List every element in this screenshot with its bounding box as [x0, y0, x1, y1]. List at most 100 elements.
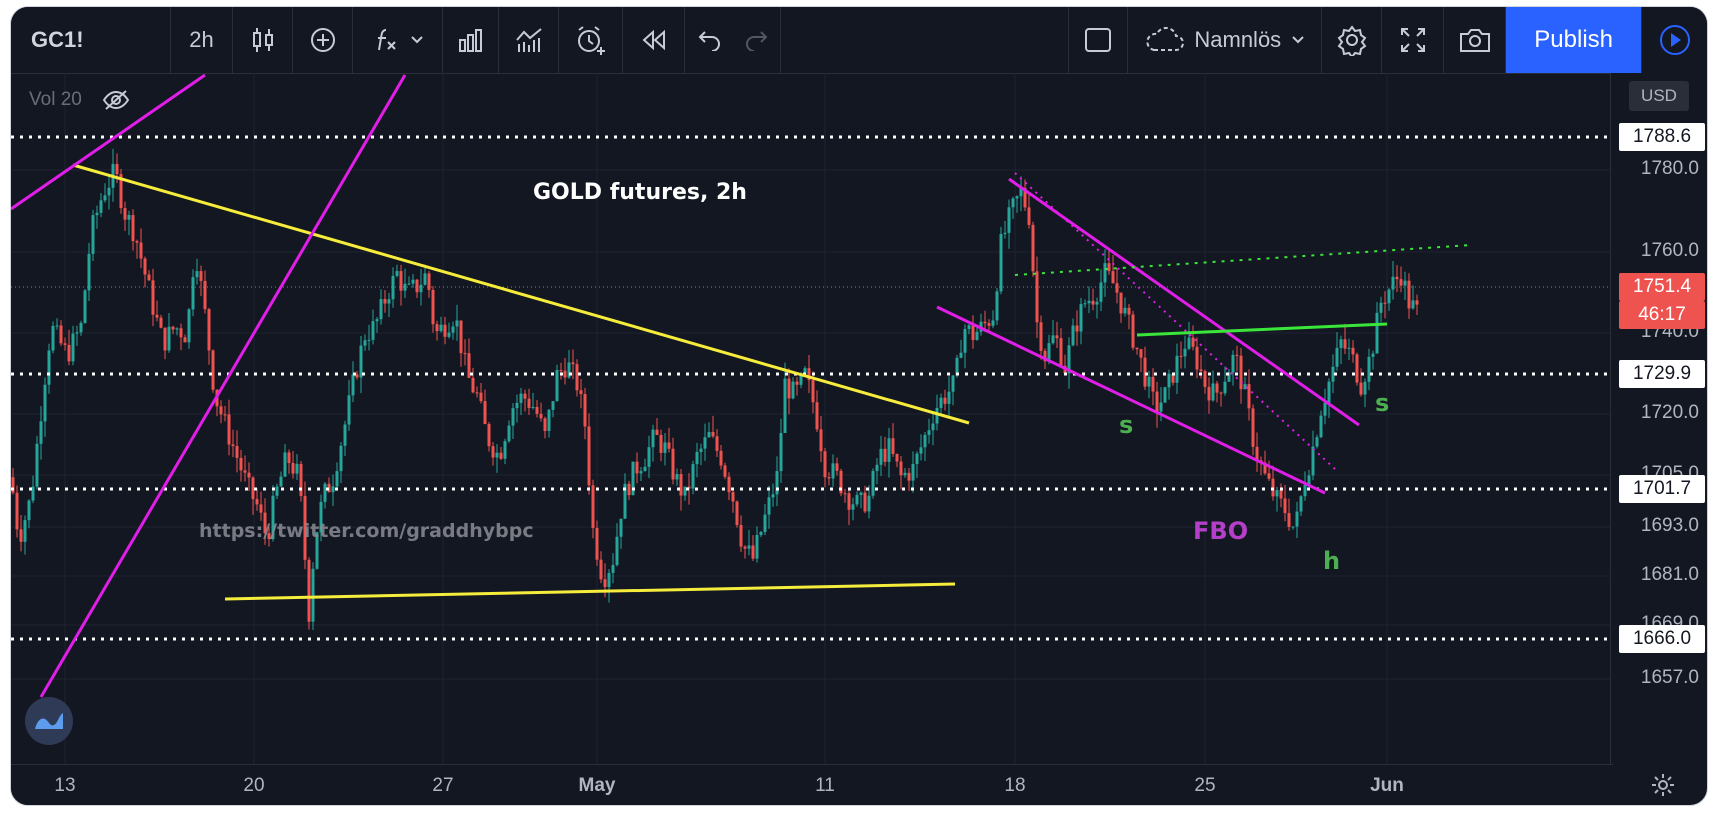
time-tick-label: 27 [432, 775, 454, 796]
price-axis[interactable]: 1780.0 1760.0 1740.0 1720.0 1705.0 1693.0 1681… [1610, 73, 1707, 767]
symbol-search-button[interactable]: GC1! [11, 7, 171, 73]
compare-button[interactable] [293, 7, 353, 73]
candle-body [671, 448, 675, 480]
candle-body [631, 461, 635, 496]
candle-body [907, 472, 911, 481]
interval-button[interactable]: 2h [171, 7, 233, 73]
publish-button[interactable]: Publish [1506, 7, 1641, 73]
redo-icon[interactable] [743, 29, 769, 51]
candle-body [1407, 280, 1411, 309]
candle-body [967, 325, 971, 330]
candle-body [103, 195, 107, 201]
candle-body [923, 434, 927, 448]
play-button[interactable] [1641, 7, 1707, 73]
candle-body [1079, 304, 1083, 332]
candle-body [603, 579, 607, 588]
candle-body [1091, 300, 1095, 305]
snapshot-button[interactable] [1444, 7, 1507, 73]
candle-body [747, 545, 751, 549]
time-axis[interactable]: 13 20 27 May 11 18 25 Jun [11, 764, 1613, 805]
candle-body [411, 279, 415, 284]
replay-button[interactable] [623, 7, 685, 73]
candle-body [371, 321, 375, 340]
interval-label: 2h [189, 27, 214, 52]
candle-body [931, 423, 935, 431]
candle-body [287, 452, 291, 464]
candle-body [159, 317, 163, 328]
price-tag: 1729.9 [1619, 360, 1705, 388]
candle-body [1047, 343, 1051, 362]
candle-body [823, 451, 827, 478]
candle-body [279, 476, 283, 487]
candle-body [1339, 339, 1343, 348]
chart-type-button[interactable] [233, 7, 293, 73]
price-chart-canvas[interactable]: GOLD futures, 2h https://twitter.com/gra… [11, 73, 1708, 806]
candle-body [1255, 446, 1259, 461]
candle-body [871, 471, 875, 496]
candle-body [115, 163, 119, 175]
candle-body [543, 418, 547, 431]
candle-body [1343, 339, 1347, 349]
candle-body [1087, 300, 1091, 304]
candle-body [947, 391, 951, 404]
candle-body [655, 429, 659, 435]
indicators-button[interactable] [353, 7, 443, 73]
undo-icon[interactable] [697, 29, 723, 51]
candle-body [751, 545, 755, 559]
candle-body [551, 401, 555, 410]
square-icon [1085, 28, 1112, 52]
settings-icon[interactable] [1651, 773, 1675, 797]
price-tag: 1788.6 [1619, 123, 1705, 151]
candle-body [587, 426, 591, 486]
candle-body [963, 329, 967, 353]
eye-off-icon[interactable] [102, 89, 130, 111]
candle-body [1363, 381, 1367, 395]
candle-body [1399, 279, 1403, 286]
magenta-dotted-channel [1014, 172, 1336, 470]
candle-body [1375, 312, 1379, 354]
camera-icon [1459, 29, 1490, 52]
candle-body [1003, 232, 1007, 235]
candle-body [243, 470, 247, 473]
select-layout-button[interactable] [1068, 7, 1129, 73]
fullscreen-button[interactable] [1382, 7, 1445, 73]
candle-body [699, 448, 703, 452]
candle-body [207, 309, 211, 351]
candle-body [443, 324, 447, 337]
candle-body [1111, 271, 1115, 284]
annotation-h: h [1323, 547, 1340, 575]
financials-button[interactable] [443, 7, 499, 73]
candle-body [1231, 354, 1235, 373]
tradingview-logo[interactable] [25, 697, 73, 745]
candle-body [179, 328, 183, 338]
layout-name-button[interactable]: Namnlös [1128, 7, 1323, 73]
candle-body [1035, 271, 1039, 323]
candlestick-series [11, 148, 1419, 630]
candle-body [1303, 485, 1307, 497]
candle-body [607, 572, 611, 588]
candle-body [143, 258, 147, 275]
candle-body [807, 368, 811, 381]
candle-body [1103, 263, 1107, 283]
candle-body [471, 377, 475, 393]
time-tick-label: May [578, 775, 616, 796]
candle-body [1127, 307, 1131, 315]
templates-button[interactable] [499, 7, 559, 73]
candle-body [1403, 280, 1407, 286]
play-icon [1659, 25, 1690, 55]
alert-button[interactable] [559, 7, 623, 73]
currency-badge[interactable]: USD [1629, 81, 1689, 111]
candle-body [235, 446, 239, 458]
candle-body [815, 402, 819, 430]
chevron-down-icon [410, 36, 423, 44]
candle-body [575, 364, 579, 391]
candle-body [355, 374, 359, 378]
candle-body [1019, 187, 1023, 197]
candle-body [1071, 325, 1075, 346]
time-tick-label: 25 [1194, 775, 1216, 796]
candle-body [483, 401, 487, 424]
settings-button[interactable] [1322, 7, 1383, 73]
candle-body [1235, 354, 1239, 356]
candle-body [1027, 207, 1031, 225]
candle-body [851, 504, 855, 510]
